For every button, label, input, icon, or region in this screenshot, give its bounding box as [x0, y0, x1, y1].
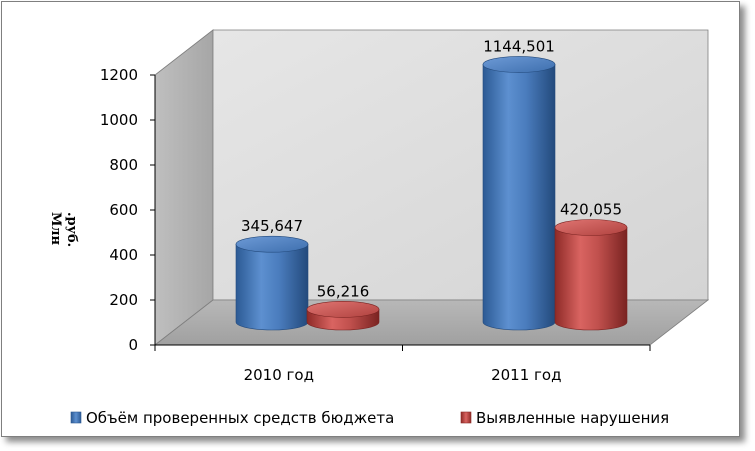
bar-top: [235, 235, 309, 253]
data-label: 56,216: [317, 282, 370, 300]
bar-body: [235, 243, 309, 331]
bar-top: [306, 301, 380, 318]
y-tick-label: 1000: [100, 111, 138, 129]
legend: Объём проверенных средств бюджета Выявле…: [70, 409, 669, 427]
y-axis-label-line-1: Млн: [48, 212, 63, 246]
legend-swatch-red: [460, 411, 472, 424]
bar-cylinder: [482, 56, 556, 331]
y-tick-label: 400: [109, 246, 138, 264]
data-label: 420,055: [560, 200, 622, 218]
legend-swatch-blue: [70, 411, 82, 424]
legend-label-blue: Объём проверенных средств бюджета: [86, 409, 394, 427]
y-tick-label: 1200: [100, 66, 138, 84]
bar-cylinder: [306, 301, 380, 331]
y-tick-label: 0: [128, 336, 138, 354]
data-label: 1144,501: [483, 37, 555, 55]
bar-cylinder: [554, 219, 628, 331]
side-wall: [154, 29, 214, 346]
y-axis: 0 200 400 600 800 1000 1200: [100, 66, 156, 354]
data-labels: 345,647 1144,501 56,216 420,055: [241, 37, 622, 300]
y-tick-label: 600: [109, 201, 138, 219]
data-label: 345,647: [241, 217, 303, 235]
y-axis-label-line-2: .руб.: [64, 212, 79, 247]
x-tick-label: 2010 год: [244, 366, 314, 384]
x-tick-label: 2011 год: [491, 366, 561, 384]
x-axis: 2010 год 2011 год: [154, 344, 651, 384]
bar-body: [482, 64, 556, 331]
legend-label-red: Выявленные нарушения: [476, 409, 669, 427]
bar-top: [482, 56, 556, 73]
bar-top: [554, 219, 628, 236]
bar-body: [554, 227, 628, 331]
y-axis-label: Млн .руб.: [48, 212, 79, 250]
y-tick-label: 200: [109, 291, 138, 309]
bar-cylinder: [235, 235, 309, 331]
bars: [235, 56, 628, 331]
y-tick-label: 800: [109, 156, 138, 174]
